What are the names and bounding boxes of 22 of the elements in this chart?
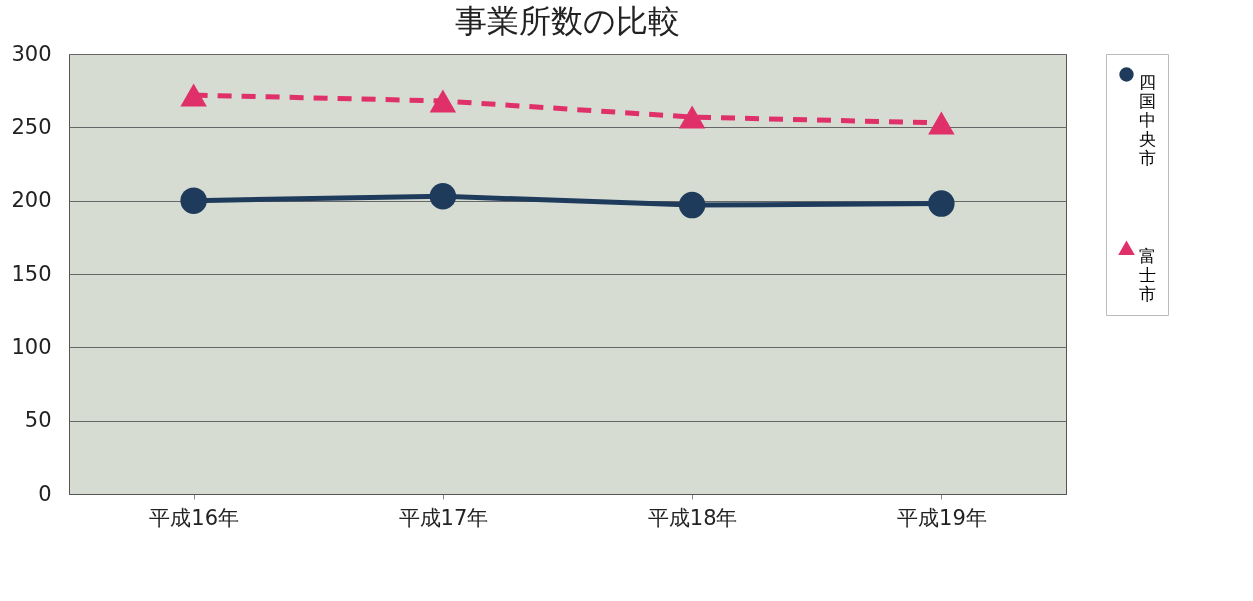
legend-label: 四国中央市: [1139, 71, 1156, 168]
legend-label: 富士市: [1139, 245, 1156, 304]
point: [180, 187, 207, 214]
x-tick-label: 平成18年: [647, 505, 738, 530]
y-tick-label: 150: [11, 261, 52, 286]
point: [180, 83, 207, 107]
point: [429, 183, 457, 210]
y-tick-label: 100: [11, 334, 52, 359]
x-tick-label: 平成19年: [897, 505, 987, 530]
y-tick-label: 300: [11, 41, 52, 66]
point: [678, 105, 706, 129]
point: [429, 89, 457, 113]
x-tick-label: 平成17年: [398, 505, 489, 530]
x-tick-label: 平成16年: [149, 505, 239, 530]
chart-title: 事業所数の比較: [455, 2, 680, 40]
point: [678, 191, 706, 219]
y-tick-label: 250: [11, 114, 52, 139]
y-tick-label: 50: [24, 408, 52, 433]
point: [928, 190, 955, 217]
y-tick-label: 200: [11, 188, 52, 213]
point: [928, 111, 955, 135]
y-tick-label: 0: [38, 481, 52, 506]
